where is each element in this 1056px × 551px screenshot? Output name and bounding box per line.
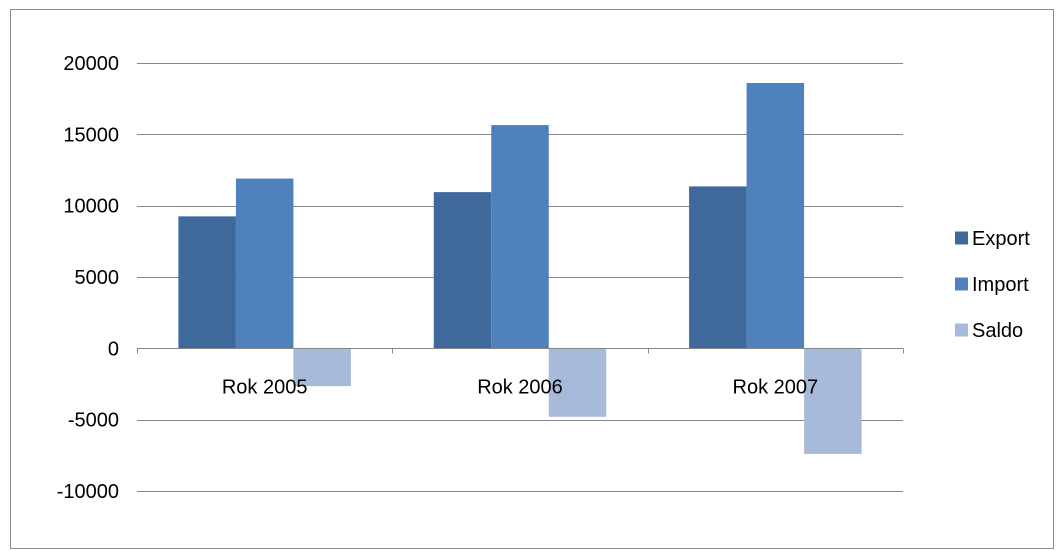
legend-label-saldo: Saldo [972,320,1023,342]
y-tick-label: -10000 [57,481,119,503]
x-tick-label: Rok 2007 [733,376,819,398]
y-tick-label: 20000 [63,53,119,75]
y-tick-label: 10000 [63,196,119,218]
legend-label-export: Export [972,228,1030,250]
bar-import-1 [235,178,294,349]
x-axis [137,348,904,354]
bar-import-2 [491,125,549,349]
x-tick-label: Rok 2006 [477,376,563,398]
legend-swatch-export [955,231,968,245]
bars [178,82,862,454]
legend: Export Import Saldo [955,228,1030,342]
bar-export-2 [433,192,492,349]
bar-import-3 [746,82,805,349]
y-tick-label: 5000 [75,267,120,289]
x-axis-tick-labels: Rok 2005 Rok 2006 Rok 2007 [222,376,818,398]
bar-export-3 [689,186,747,349]
legend-swatch-import [955,277,968,291]
bar-export-1 [178,216,236,349]
y-tick-label: 0 [108,338,119,360]
bar-saldo-1 [293,348,351,387]
legend-label-import: Import [972,274,1029,296]
x-tick-label: Rok 2005 [222,376,308,398]
bar-saldo-2 [548,348,607,417]
y-tick-label: -5000 [68,410,119,432]
y-tick-label: 15000 [63,124,119,146]
bar-saldo-3 [804,348,862,454]
legend-swatch-saldo [955,323,968,337]
y-axis-tick-labels: 20000 15000 10000 5000 0 -5000 -10000 [57,53,119,503]
